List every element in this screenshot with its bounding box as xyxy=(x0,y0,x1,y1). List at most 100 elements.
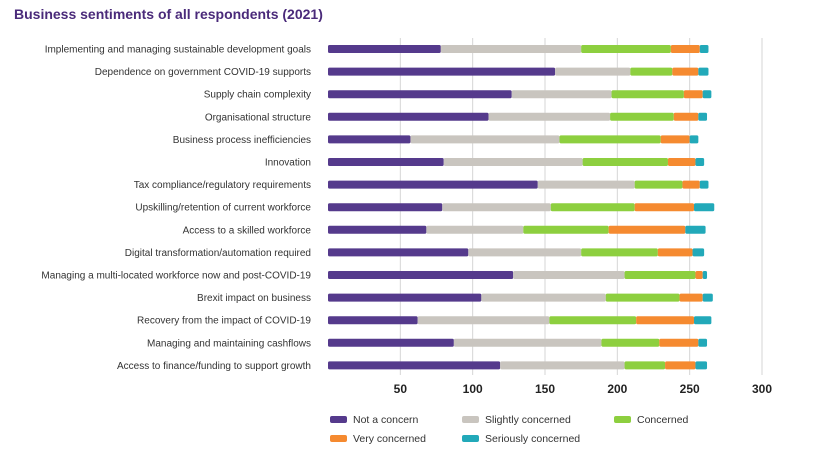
bar-segment xyxy=(657,248,693,257)
bar-segment xyxy=(410,135,560,144)
category-label: Dependence on government COVID-19 suppor… xyxy=(95,67,311,78)
x-tick-label: 50 xyxy=(394,382,408,396)
bar-segment xyxy=(610,112,674,121)
bar-segment xyxy=(630,67,673,76)
bar-segment xyxy=(634,180,683,189)
legend-label: Concerned xyxy=(637,414,689,426)
bar-segment xyxy=(440,45,582,53)
bar-segment xyxy=(328,45,441,53)
x-tick-label: 200 xyxy=(607,382,627,396)
bar-segment xyxy=(679,293,703,302)
bar-segment xyxy=(611,90,684,99)
bar-segment xyxy=(328,271,514,279)
bar-segment xyxy=(695,361,708,370)
x-tick-label: 250 xyxy=(680,382,700,396)
category-label: Implementing and managing sustainable de… xyxy=(45,45,311,56)
category-label: Supply chain complexity xyxy=(204,90,311,101)
legend: Not a concern Slightly concerned Concerned… xyxy=(330,414,689,445)
bar-segment xyxy=(549,316,637,325)
bar-segment xyxy=(328,112,489,121)
legend-swatch xyxy=(614,416,631,423)
bar-segment xyxy=(682,180,700,189)
chart-title: Business sentiments of all respondents (… xyxy=(14,6,323,22)
x-tick-label: 300 xyxy=(752,382,772,396)
bar-segment xyxy=(488,112,611,121)
bar-segment xyxy=(702,271,708,279)
bar-segment xyxy=(601,338,660,347)
bar-segment xyxy=(481,293,606,302)
x-tick-label: 100 xyxy=(463,382,483,396)
bar-segment xyxy=(417,316,550,325)
bar-segment xyxy=(699,45,709,53)
bar-segment xyxy=(328,135,411,144)
bar-segment xyxy=(328,361,501,370)
bar-segment xyxy=(559,135,661,144)
bar-segment xyxy=(328,67,556,76)
bar-segment xyxy=(670,45,700,53)
bar-segment xyxy=(442,203,551,212)
bar-segment xyxy=(537,180,635,189)
category-label: Business process inefficiencies xyxy=(173,135,311,146)
bar-segment xyxy=(608,225,686,234)
bar-segment xyxy=(328,158,444,166)
bar-segment xyxy=(555,67,631,76)
bar-segment xyxy=(634,203,695,212)
bar-segment xyxy=(426,225,524,234)
bar-segment xyxy=(328,203,443,212)
bar-segment xyxy=(328,248,469,257)
bar-segment xyxy=(624,361,666,370)
legend-label: Not a concern xyxy=(353,414,419,426)
bar-segment xyxy=(702,293,713,302)
category-label: Tax compliance/regulatory requirements xyxy=(134,180,311,191)
bar-segment xyxy=(605,293,680,302)
bar-segment xyxy=(581,45,671,53)
bar-segment xyxy=(659,338,699,347)
bar-segment xyxy=(702,90,712,99)
category-label: Managing and maintaining cashflows xyxy=(147,338,311,349)
bar-segment xyxy=(328,180,538,189)
legend-label: Slightly concerned xyxy=(485,414,571,426)
bar-segment xyxy=(328,225,427,234)
bar-segment xyxy=(685,225,706,234)
bar-segment xyxy=(523,225,609,234)
bar-segment xyxy=(683,90,703,99)
legend-label: Seriously concerned xyxy=(485,433,580,445)
bar-segment xyxy=(582,158,668,166)
x-tick-label: 150 xyxy=(535,382,555,396)
category-label: Organisational structure xyxy=(205,112,312,123)
bar-segment xyxy=(513,271,625,279)
bar-segment xyxy=(636,316,695,325)
x-axis-ticks: 50 100 150 200 250 300 xyxy=(394,382,773,396)
bar-segment xyxy=(695,271,703,279)
bar-segment xyxy=(453,338,602,347)
category-label: Innovation xyxy=(265,158,311,169)
bar-segment xyxy=(500,361,625,370)
category-label: Digital transformation/automation requir… xyxy=(125,248,311,259)
bar-segment xyxy=(672,67,699,76)
bar-segment xyxy=(667,158,696,166)
bar-segment xyxy=(328,293,482,302)
bar-segment xyxy=(511,90,612,99)
legend-swatch xyxy=(330,416,347,423)
category-label: Access to finance/funding to support gro… xyxy=(117,361,311,372)
bar-segment xyxy=(665,361,696,370)
bar-segment xyxy=(581,248,658,257)
legend-swatch xyxy=(462,416,479,423)
bar-segment xyxy=(550,203,635,212)
bar-segment xyxy=(673,112,699,121)
bar-segment xyxy=(692,248,705,257)
legend-swatch xyxy=(330,435,347,442)
bar-segment xyxy=(328,338,454,347)
bar-segment xyxy=(624,271,696,279)
category-label: Brexit impact on business xyxy=(197,293,311,304)
bar-segment xyxy=(698,338,708,347)
bar-segment xyxy=(698,112,708,121)
legend-label: Very concerned xyxy=(353,433,426,445)
bar-stacks xyxy=(328,45,715,370)
bar-segment xyxy=(660,135,690,144)
category-labels: Implementing and managing sustainable de… xyxy=(41,45,311,372)
category-label: Managing a multi-located workforce now a… xyxy=(41,271,311,282)
bar-segment xyxy=(328,316,418,325)
bar-segment xyxy=(695,158,705,166)
